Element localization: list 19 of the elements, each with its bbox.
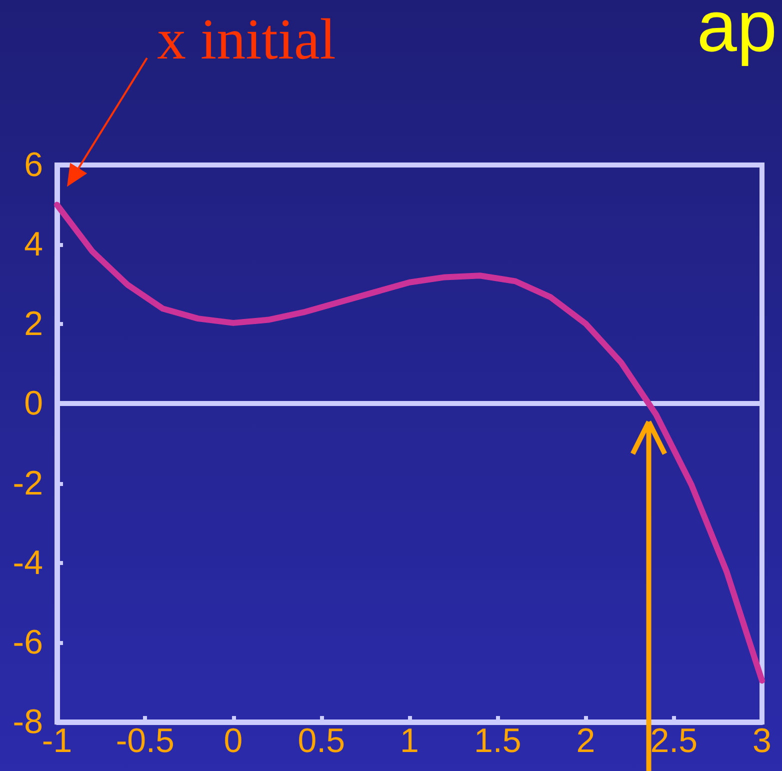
x-tick-label: 2.5 <box>650 722 698 760</box>
x-tick-label: 0.5 <box>298 722 346 760</box>
x-tick-label: 1 <box>400 722 419 760</box>
annotation: x initial <box>157 6 336 72</box>
y-tick-label: -4 <box>12 544 43 582</box>
x-tick-label: 0 <box>224 722 243 760</box>
y-tick-label: -8 <box>12 703 43 741</box>
y-tick-label: 4 <box>24 226 43 264</box>
y-tick-label: -6 <box>12 623 43 662</box>
y-tick-label: 2 <box>24 305 43 344</box>
y-tick-label: -2 <box>12 464 43 502</box>
chart-title: ap <box>696 0 778 67</box>
x-tick-label: 1.5 <box>474 722 522 760</box>
x-tick-label: -0.5 <box>116 722 174 760</box>
y-tick-label: 0 <box>24 384 43 423</box>
y-tick-label: 6 <box>24 146 43 184</box>
x-tick-label: 2 <box>576 722 596 760</box>
x-tick-label: 3 <box>752 722 772 760</box>
x-tick-label: -1 <box>42 722 72 760</box>
